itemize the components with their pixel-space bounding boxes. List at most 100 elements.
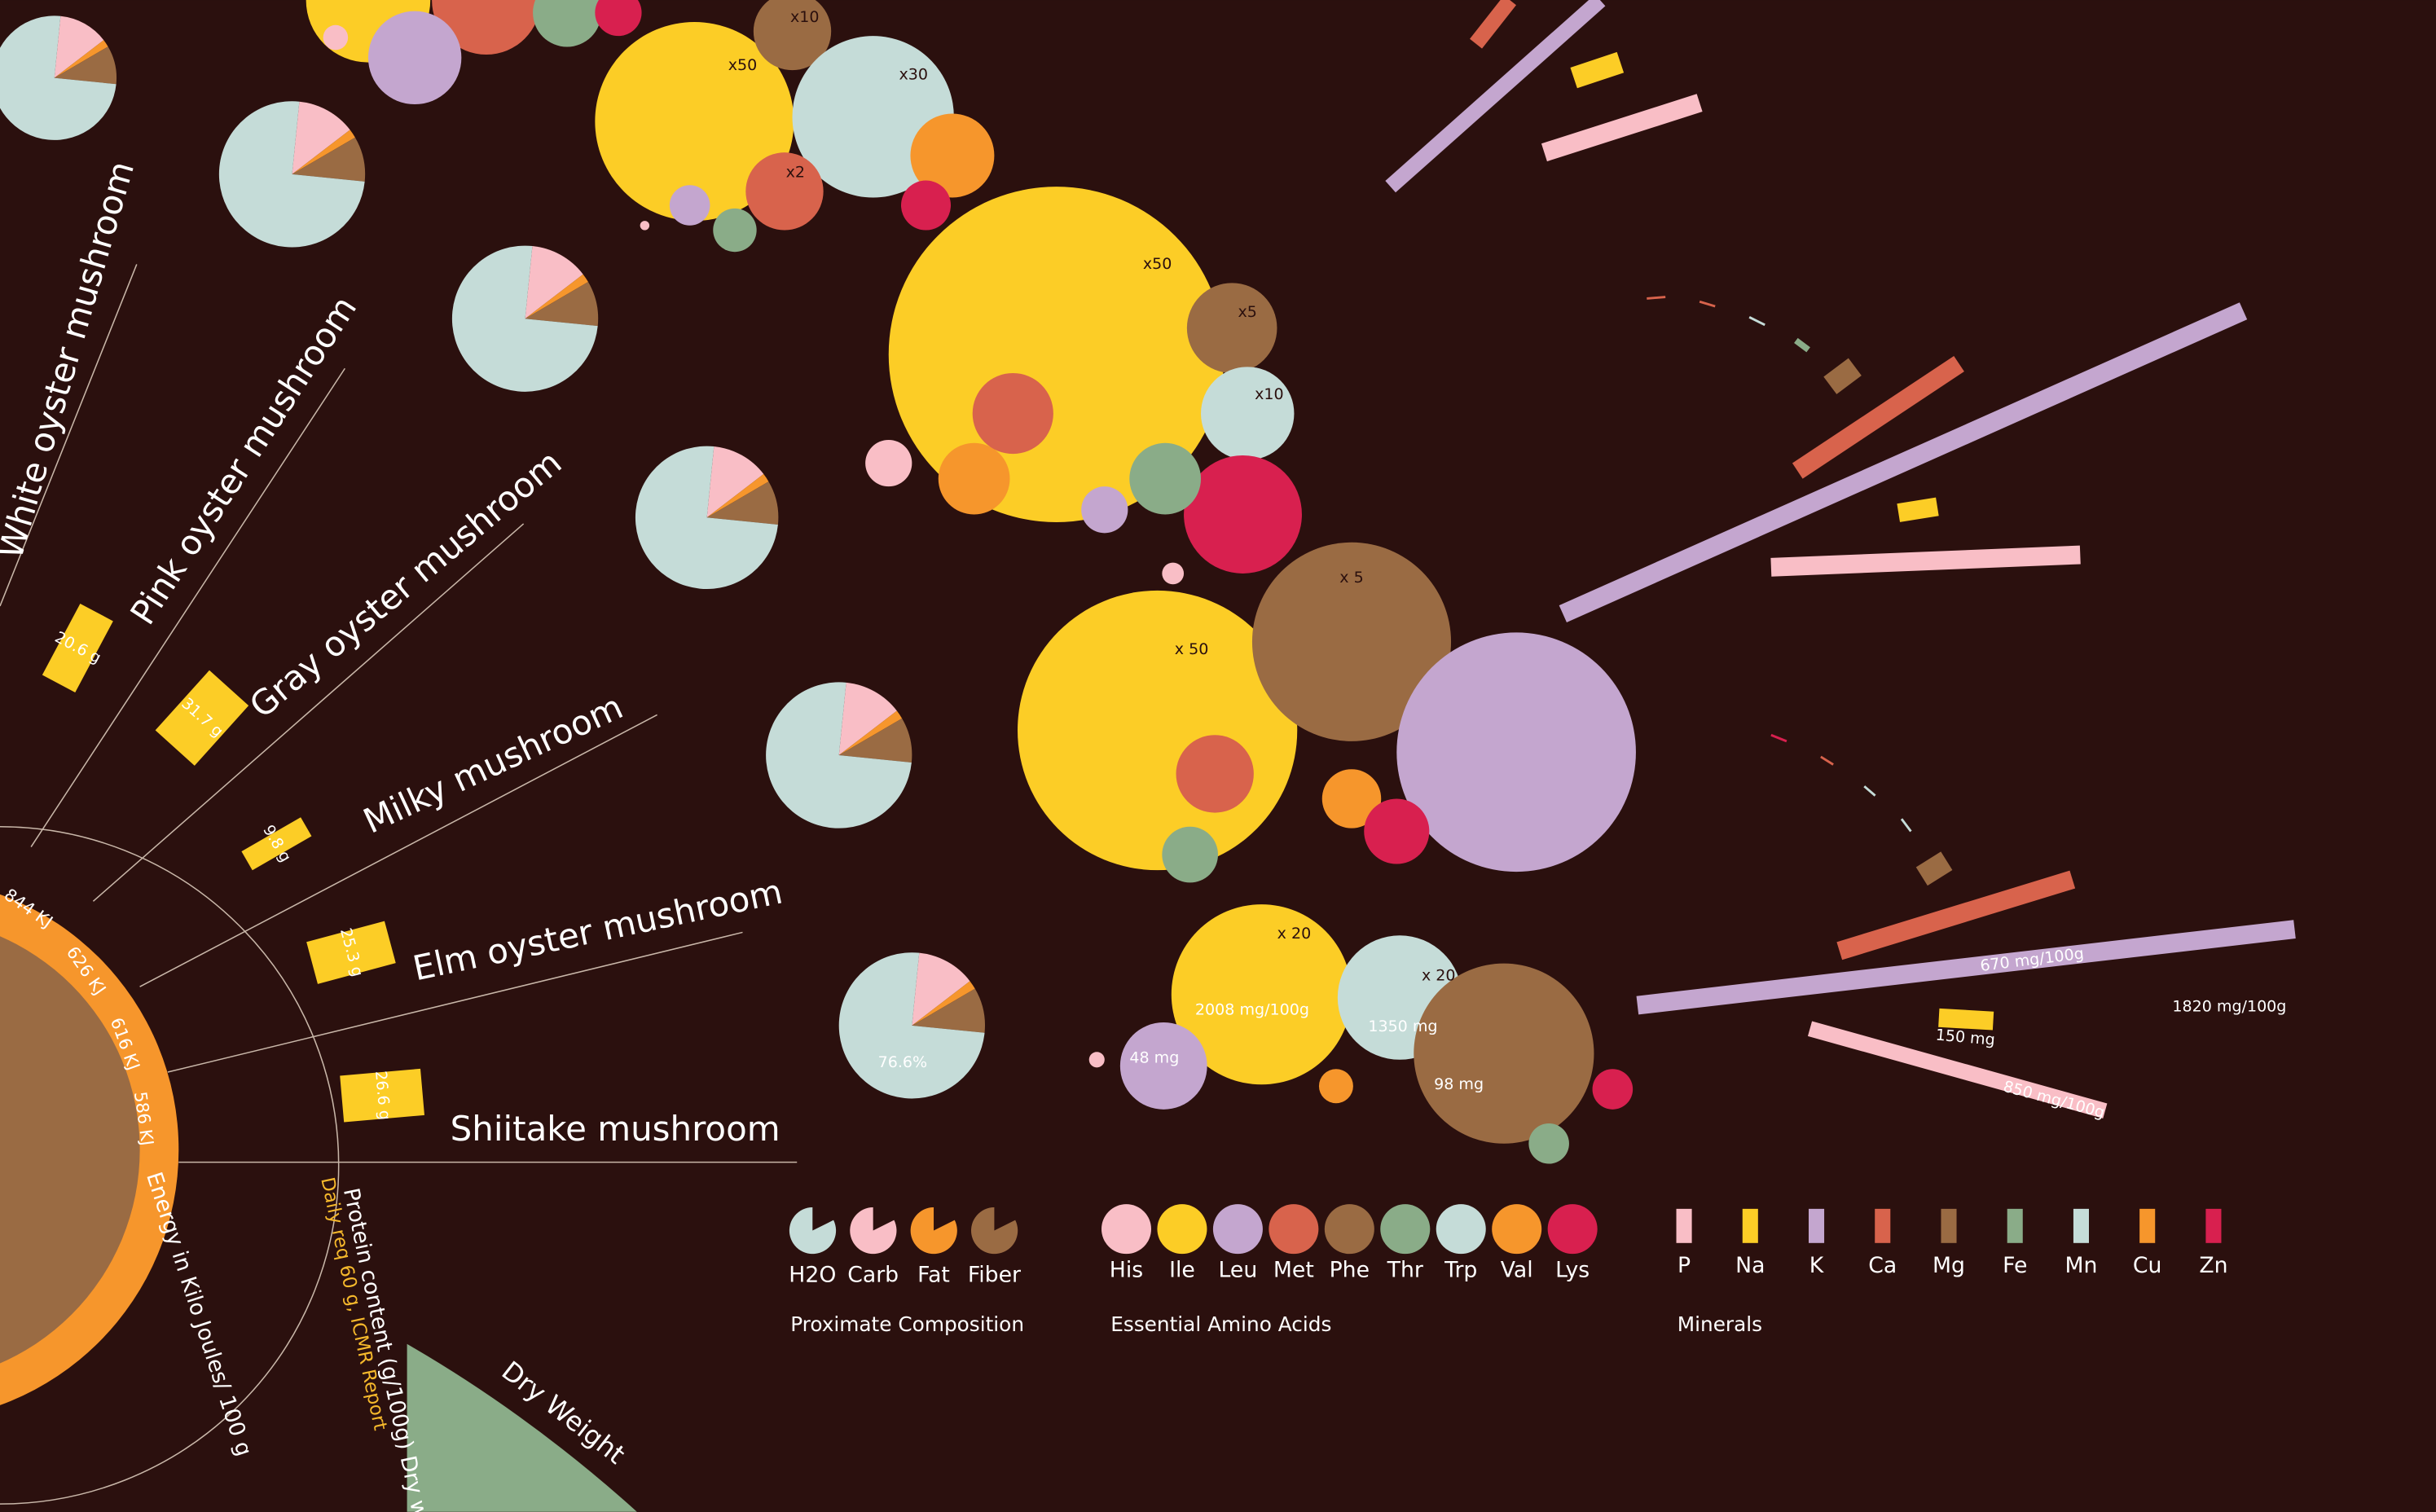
protein-bar <box>42 603 113 692</box>
pie-slice <box>838 710 903 756</box>
protein-bar <box>306 921 396 984</box>
legend-swatch <box>2205 1208 2222 1243</box>
bubble <box>1201 367 1295 460</box>
legend-swatch <box>1157 1204 1207 1255</box>
mineral-bar <box>1792 355 1964 479</box>
mineral-bar <box>1647 296 1666 300</box>
legend-label: Ca <box>1868 1253 1897 1278</box>
mineral-bar <box>1915 851 1953 886</box>
bubble <box>1528 1123 1569 1164</box>
mineral-bar <box>1770 733 1787 743</box>
mineral-label: 1820 mg/100g <box>2172 997 2286 1015</box>
legend-swatch <box>1808 1208 1825 1243</box>
bubble <box>595 21 794 222</box>
protein-bar <box>155 670 249 766</box>
pie-slice <box>525 282 599 327</box>
pie-slice <box>912 981 975 1026</box>
legend-title: Proximate Composition <box>790 1312 1024 1336</box>
bubble <box>595 0 642 37</box>
pie-slice <box>838 682 897 756</box>
legend-swatch <box>1101 1204 1152 1255</box>
bubble-label: x 20 <box>1422 966 1456 984</box>
pie-slice <box>706 446 764 518</box>
legend-swatch <box>2007 1208 2023 1243</box>
legend-swatch <box>1492 1204 1542 1255</box>
bubble <box>1414 963 1594 1144</box>
legend-label: Val <box>1501 1258 1533 1283</box>
bubble <box>1088 1052 1105 1068</box>
bubble <box>640 221 650 231</box>
bubble <box>1162 826 1218 883</box>
mushroom-name: Shiitake mushroom <box>451 1109 780 1149</box>
pie-slice <box>54 46 117 85</box>
pie-slice <box>292 137 366 182</box>
radial-line <box>92 523 525 902</box>
legend-label: Lys <box>1555 1258 1590 1283</box>
dry-weight-wedge <box>407 1343 637 1512</box>
bubble-label: x 5 <box>1339 569 1363 587</box>
legend-swatch <box>2073 1208 2090 1243</box>
pie-label: 76.6% <box>878 1053 928 1071</box>
bubble-label: x50 <box>728 56 758 74</box>
bubble <box>865 439 912 487</box>
bubble-label: x5 <box>1238 303 1257 321</box>
bubble-label: 2008 mg/100g <box>1195 1000 1309 1018</box>
mineral-bar <box>1900 818 1912 833</box>
pie-slice <box>54 40 108 78</box>
legend-label: Mn <box>2064 1253 2097 1278</box>
legend-label: Cu <box>2133 1253 2162 1278</box>
legend-label: Fiber <box>968 1262 1021 1287</box>
pie-slice <box>635 446 778 590</box>
mineral-bar <box>1748 316 1765 327</box>
pie-slice <box>912 988 985 1033</box>
mineral-bar <box>1570 51 1625 89</box>
pie-slice <box>912 952 970 1026</box>
legend-label: Trp <box>1444 1258 1477 1283</box>
protein-ring <box>0 826 340 1505</box>
bubble <box>1119 1022 1207 1110</box>
bubble-label: x10 <box>1255 385 1284 403</box>
legend-label: K <box>1809 1253 1825 1278</box>
legend-swatch <box>971 1207 1018 1255</box>
pie-slice <box>292 130 355 174</box>
mineral-bar <box>1807 1021 2108 1119</box>
legend-swatch <box>2139 1208 2156 1243</box>
pie-slice <box>525 274 588 319</box>
bubble-label: x 20 <box>1277 925 1312 943</box>
pie-slice <box>838 718 912 763</box>
bubble-label: 48 mg <box>1129 1048 1179 1066</box>
legend-swatch <box>1269 1204 1319 1255</box>
mineral-bar <box>1897 497 1939 522</box>
bubble-label: x 50 <box>1175 640 1209 658</box>
legend-label: Fat <box>917 1262 950 1287</box>
pie-slice <box>706 473 769 518</box>
bubble <box>1251 542 1452 741</box>
bubble-label: x30 <box>899 65 928 83</box>
bubble <box>533 0 601 47</box>
bubble <box>1184 455 1302 574</box>
mineral-bar <box>1938 1008 1994 1031</box>
bubble <box>323 24 349 51</box>
bubble <box>669 185 710 226</box>
legend-swatch <box>1875 1208 1891 1243</box>
bubble <box>745 152 824 231</box>
bubble <box>910 113 995 198</box>
bubble <box>900 180 952 231</box>
legend-label: Ile <box>1169 1258 1195 1283</box>
bubble <box>1176 735 1254 813</box>
bubble <box>753 0 832 71</box>
legend-swatch <box>850 1207 897 1255</box>
mineral-bar <box>1385 0 1606 193</box>
mineral-bar <box>1699 300 1716 308</box>
bubble <box>1592 1069 1634 1110</box>
legend-swatch <box>789 1207 837 1255</box>
mineral-bar <box>1794 337 1810 353</box>
bubble <box>1129 442 1202 515</box>
radial-line <box>139 714 657 987</box>
bubble <box>367 11 462 105</box>
bubble-label: x2 <box>786 163 805 181</box>
pie-slice <box>292 101 350 174</box>
radial-line <box>0 264 138 607</box>
legend-label: Mg <box>1933 1253 1965 1278</box>
legend-swatch <box>910 1207 957 1255</box>
